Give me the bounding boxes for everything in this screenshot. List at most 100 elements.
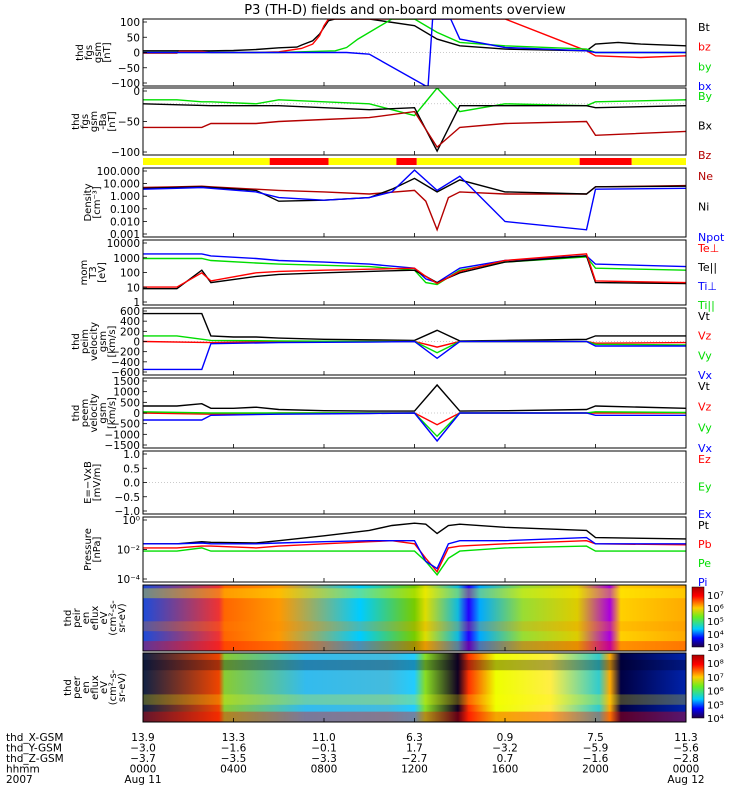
legend-item: Pe [698, 557, 711, 570]
legend-item: Ti|| [697, 299, 715, 312]
y-tick-label: −400 [111, 357, 140, 369]
y-tick-label: 0.001 [110, 229, 140, 241]
y-axis-label: sr-eV) [117, 673, 128, 702]
series-pressure-1 [143, 539, 686, 573]
mode-bar [143, 158, 686, 165]
legend-item: Ni [698, 201, 709, 214]
y-axis-label: gsm [98, 331, 109, 352]
y-tick-label: 1.0 [123, 449, 140, 461]
y-tick-label: 200 [120, 326, 140, 338]
colorbar-label: 10⁶ [707, 687, 724, 698]
y-tick-label: −50 [118, 63, 140, 75]
y-axis-label: eV [99, 611, 110, 624]
x-col-value: −1.6 [221, 743, 247, 755]
y-tick-label: 100.000 [97, 166, 140, 178]
legend-item: Npot [698, 231, 725, 244]
y-tick-label: 100 [120, 17, 140, 29]
mode-segment-red [269, 158, 329, 165]
panel-peir: 10⁷ 10⁶ 10⁵ 10⁴ 10³ thdpeirenefluxeV(cm²-s-sr… [63, 584, 724, 654]
y-axis-label: [nT] [102, 42, 113, 62]
mode-segment-red [579, 158, 632, 165]
spectro-band [143, 641, 686, 651]
y-axis-label: peir [72, 607, 83, 627]
y-axis-label: (cm²-s- [108, 669, 119, 705]
legend-item: Ex [698, 508, 712, 521]
y-axis-label: Density [83, 183, 94, 221]
x-col-value: 13.3 [222, 732, 245, 744]
y-axis-label: T3 [88, 266, 99, 279]
x-axis-table: thd_X-GSMthd_Y-GSMthd_Z-GSMhhmm200713.9−… [6, 732, 705, 786]
series-peem_vel-3 [143, 412, 686, 443]
series-peim_vel-0 [143, 312, 686, 342]
series-mom_temp-0 [143, 253, 686, 284]
x-col-value: 11.3 [674, 732, 697, 744]
y-tick-label: 100 [120, 268, 140, 280]
x-col-value: 0800 [311, 764, 338, 776]
colorbar-label: 10⁷ [707, 673, 724, 684]
panels-group: 100500−50−100Btbzbybxthdfgsgsm[nT]0−50−1… [63, 17, 725, 725]
legend-item: Bz [698, 149, 712, 162]
x-row-label: 2007 [6, 774, 33, 786]
y-tick-label: 10.000 [103, 179, 140, 191]
x-col-value: −2.7 [402, 753, 428, 765]
x-col-value: −5.9 [583, 743, 609, 755]
plot-title: P3 (TH-D) fields and on-board moments ov… [244, 3, 566, 18]
y-axis-label: [nPa] [92, 536, 103, 562]
colorbar-label: 10⁴ [707, 630, 724, 641]
legend-item: Ti⊥ [697, 280, 717, 293]
series-group [143, 312, 686, 371]
series-density-0 [143, 184, 686, 232]
y-axis-label: Pressure [83, 528, 94, 571]
colorbar-label: 10⁵ [707, 617, 724, 628]
y-tick-label: 0.100 [110, 204, 140, 216]
x-col-value: −5.6 [673, 743, 699, 755]
series-group [143, 522, 686, 576]
y-tick-label: −100 [111, 78, 140, 90]
y-tick-label: 0 [133, 86, 140, 98]
y-axis-label: (cm²-s- [108, 600, 119, 636]
y-axis-label: velocity [89, 322, 100, 361]
series-fgs-2 [143, 19, 686, 54]
x-col-value: 0.9 [497, 732, 514, 744]
x-col-value: −1.6 [583, 753, 609, 765]
colorbar-label: 10⁴ [707, 714, 724, 725]
panel-frame [142, 239, 687, 306]
y-axis-label: gsm [93, 42, 104, 63]
series-fgs-1 [143, 19, 686, 59]
legend-item: by [698, 60, 712, 73]
series-peim_vel-3 [143, 340, 686, 371]
panel-efield: 1.0 0.5 0.0 −0.5 −1.0 Ez Ey Ex E=−VxB[mV/m] [83, 449, 712, 521]
x-col-value: 0000 [130, 764, 157, 776]
series-pressure-2 [143, 545, 686, 576]
legend-item: Vx [698, 369, 713, 382]
spectro-band [143, 588, 686, 599]
y-axis-label: thd [71, 333, 82, 350]
y-tick-label: 1 [133, 297, 140, 309]
x-col-value: 11.0 [312, 732, 335, 744]
mode-segment-yellow [143, 158, 270, 165]
mode-segment-yellow [328, 158, 397, 165]
series-density-1 [143, 177, 686, 202]
legend-item: Pi [698, 576, 707, 589]
spectro-band [143, 711, 686, 722]
y-tick-label: 600 [120, 306, 140, 318]
x-col-value: Aug 12 [667, 774, 704, 786]
legend-item: Vy [698, 421, 712, 434]
legend-item: Pb [698, 538, 712, 551]
y-tick-label: −200 [111, 347, 140, 359]
series-peem_vel-0 [143, 383, 686, 412]
y-axis-label: peer [72, 675, 83, 699]
y-tick-label: −500 [111, 419, 140, 431]
x-col-value: −2.8 [673, 753, 699, 765]
series-group [143, 19, 686, 86]
y-axis-label: [mV/m] [92, 464, 103, 502]
x-col-value: −3.5 [221, 753, 247, 765]
mode-segment-yellow [416, 158, 580, 165]
spectrogram-peir [143, 585, 686, 651]
y-axis-label: mom [79, 260, 90, 286]
colorbar-label: 10⁷ [707, 591, 724, 602]
legend-item: Te⊥ [697, 242, 719, 255]
x-col-value: 1.7 [406, 743, 423, 755]
spectrogram-peer [143, 653, 686, 722]
